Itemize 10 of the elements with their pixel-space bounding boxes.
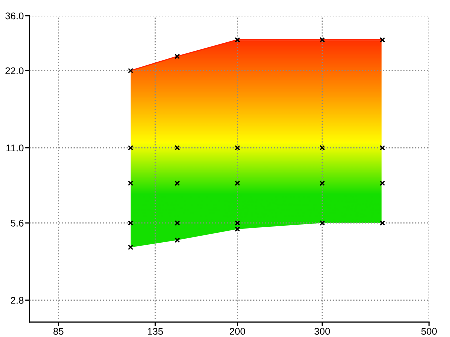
x-tick-label: 200: [230, 328, 246, 336]
x-tick-label: 135: [148, 328, 164, 336]
y-tick-label: 11.0: [6, 144, 24, 152]
x-tick-label: 85: [54, 328, 64, 336]
y-tick-label: 22.0: [6, 68, 24, 74]
y-tick-label: 5.6: [11, 220, 24, 227]
y-tick-label: 2.8: [11, 297, 24, 304]
y-tick-label: 36.0: [6, 12, 24, 20]
x-tick-label: 300: [314, 328, 330, 336]
x-tick-label: 500: [422, 328, 438, 336]
